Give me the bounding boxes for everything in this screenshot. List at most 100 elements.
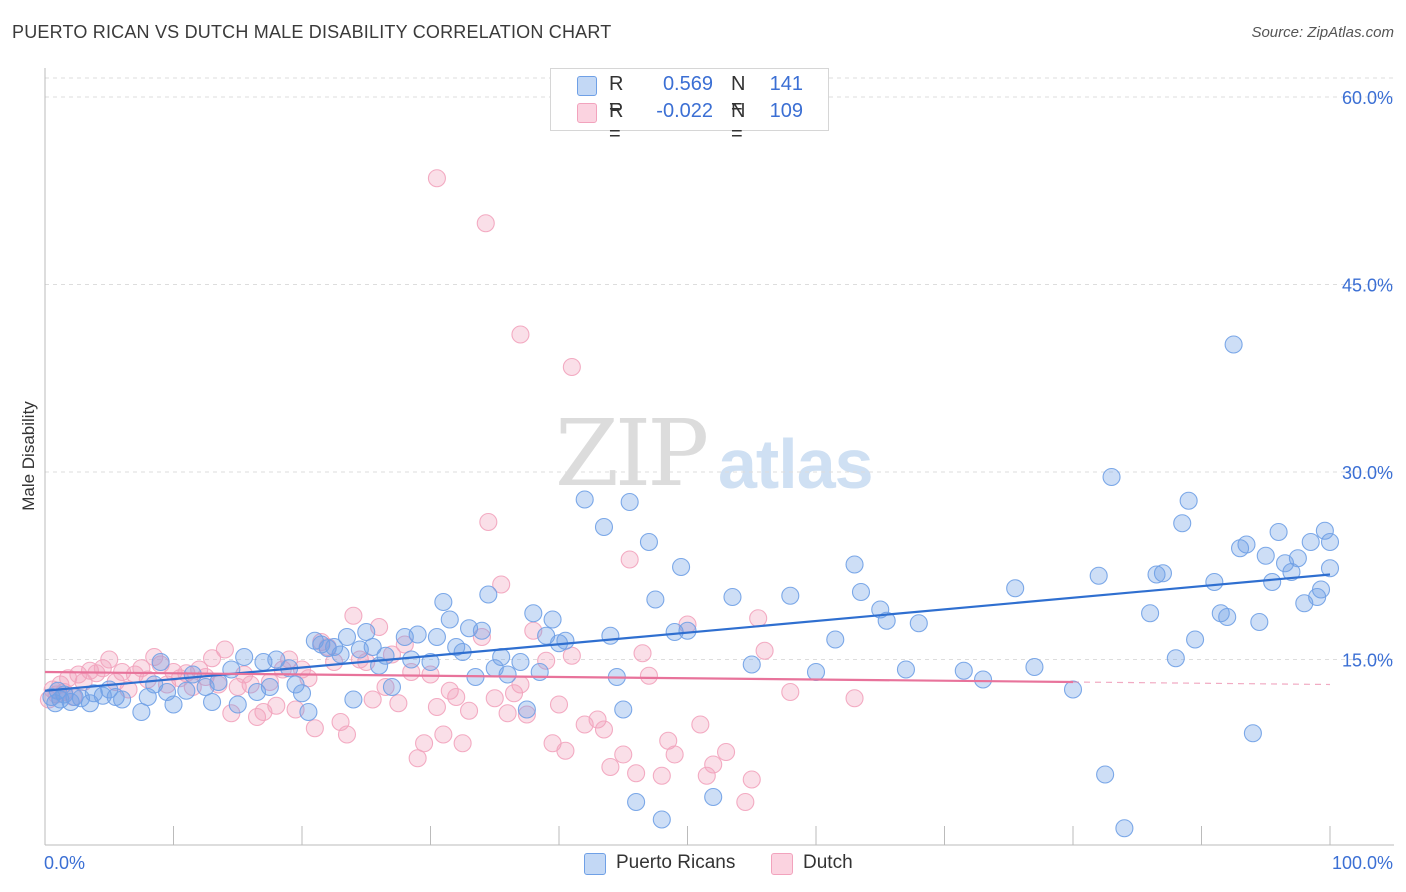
legend-n-label: N =	[731, 100, 746, 145]
bottom-legend-swatch-puerto-ricans	[584, 853, 606, 875]
point-puerto-ricans	[973, 670, 993, 689]
point-dutch	[267, 696, 286, 715]
source-label: Source: ZipAtlas.com	[1251, 24, 1394, 41]
point-puerto-ricans	[652, 810, 671, 829]
point-puerto-ricans	[1186, 630, 1205, 649]
point-puerto-ricans	[299, 702, 318, 722]
point-dutch	[215, 640, 234, 659]
legend-r-value: 0.569	[662, 73, 713, 95]
point-dutch	[363, 690, 382, 709]
point-puerto-ricans	[228, 695, 247, 714]
legend-n-label: N =	[731, 73, 746, 118]
point-dutch	[627, 764, 646, 783]
point-puerto-ricans	[1006, 579, 1025, 598]
point-puerto-ricans	[177, 681, 196, 700]
point-dutch	[620, 550, 639, 569]
point-dutch	[633, 644, 652, 663]
point-puerto-ricans	[1315, 521, 1334, 540]
point-puerto-ricans	[337, 627, 357, 647]
point-dutch	[241, 675, 260, 694]
point-puerto-ricans	[292, 684, 312, 703]
x-tick-label: 0.0%	[44, 853, 85, 873]
point-puerto-ricans	[1115, 819, 1134, 838]
point-puerto-ricans	[1096, 765, 1115, 784]
point-dutch	[594, 720, 614, 739]
point-dutch	[652, 766, 671, 785]
point-puerto-ricans	[402, 650, 421, 669]
point-puerto-ricans	[325, 637, 344, 657]
point-puerto-ricans	[524, 604, 543, 623]
point-puerto-ricans	[1301, 532, 1320, 552]
point-dutch	[476, 214, 495, 233]
point-dutch	[305, 719, 324, 738]
point-dutch	[472, 627, 491, 647]
point-dutch	[427, 697, 446, 717]
point-puerto-ricans	[1243, 724, 1262, 743]
point-puerto-ricans	[909, 614, 928, 633]
point-puerto-ricans	[1141, 604, 1160, 623]
point-dutch	[716, 742, 736, 762]
watermark-atlas: atlas	[718, 425, 874, 503]
point-puerto-ricans	[851, 582, 871, 602]
point-puerto-ricans	[1089, 566, 1108, 585]
point-puerto-ricans	[1320, 532, 1340, 552]
point-puerto-ricans	[1311, 580, 1331, 599]
point-puerto-ricans	[672, 557, 691, 577]
point-puerto-ricans	[235, 647, 254, 667]
point-puerto-ricans	[639, 532, 659, 552]
point-dutch	[517, 705, 536, 724]
point-puerto-ricans	[132, 702, 151, 722]
point-puerto-ricans	[517, 700, 536, 719]
point-puerto-ricans	[1224, 335, 1243, 354]
point-puerto-ricans	[511, 652, 530, 672]
point-puerto-ricans	[845, 555, 864, 574]
point-puerto-ricans	[203, 692, 222, 712]
point-dutch	[415, 734, 434, 753]
point-puerto-ricans	[1269, 522, 1288, 542]
point-puerto-ricans	[472, 621, 491, 640]
point-dutch	[453, 734, 472, 753]
point-puerto-ricans	[896, 660, 916, 679]
point-puerto-ricans	[620, 492, 639, 512]
point-puerto-ricans	[1147, 565, 1166, 584]
point-puerto-ricans	[806, 662, 826, 682]
point-dutch	[459, 701, 479, 720]
point-dutch	[588, 710, 607, 729]
point-puerto-ricans	[723, 587, 742, 607]
point-dutch	[337, 725, 357, 744]
point-puerto-ricans	[1256, 546, 1275, 565]
point-dutch	[485, 689, 504, 708]
point-dutch	[100, 650, 119, 669]
point-dutch	[601, 757, 620, 777]
point-puerto-ricans	[1218, 607, 1237, 627]
point-puerto-ricans	[954, 661, 973, 680]
point-puerto-ricans	[1153, 564, 1172, 583]
point-puerto-ricans	[1173, 514, 1192, 533]
y-tick-label: 15.0%	[1342, 651, 1393, 671]
point-puerto-ricans	[704, 787, 723, 807]
correlation-legend: R = 0.569 N = 141 R = -0.022 N = 109	[550, 68, 829, 145]
point-puerto-ricans	[151, 652, 170, 672]
watermark-zip: ZIP	[555, 400, 709, 507]
point-dutch	[665, 745, 684, 764]
point-puerto-ricans	[742, 655, 761, 674]
point-dutch	[697, 766, 716, 785]
point-dutch	[511, 325, 530, 344]
point-puerto-ricans	[614, 700, 633, 719]
y-tick-label: 45.0%	[1342, 276, 1393, 296]
point-puerto-ricans	[1166, 649, 1185, 668]
point-puerto-ricans	[421, 652, 440, 672]
point-dutch	[562, 646, 581, 665]
point-dutch	[376, 677, 395, 697]
point-dutch	[845, 689, 864, 708]
trend-line-puerto-ricans	[44, 573, 1331, 692]
point-dutch	[498, 704, 517, 723]
point-dutch	[389, 694, 408, 713]
legend-r-label: R =	[609, 73, 624, 118]
point-puerto-ricans	[1179, 491, 1198, 510]
point-puerto-ricans	[434, 592, 453, 612]
point-puerto-ricans	[267, 650, 286, 669]
point-puerto-ricans	[543, 610, 562, 629]
legend-r-value: -0.022	[656, 100, 713, 122]
